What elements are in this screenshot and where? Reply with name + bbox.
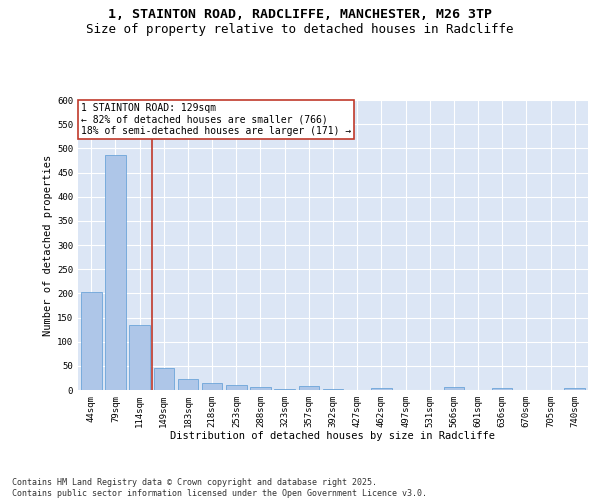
Y-axis label: Number of detached properties: Number of detached properties: [43, 154, 53, 336]
Bar: [565, 388, 585, 390]
Bar: [492, 388, 512, 390]
Bar: [105, 154, 126, 390]
Bar: [81, 292, 101, 390]
Text: Size of property relative to detached houses in Radcliffe: Size of property relative to detached ho…: [86, 22, 514, 36]
X-axis label: Distribution of detached houses by size in Radcliffe: Distribution of detached houses by size …: [170, 432, 496, 442]
Bar: [371, 388, 392, 390]
Text: 1 STAINTON ROAD: 129sqm
← 82% of detached houses are smaller (766)
18% of semi-d: 1 STAINTON ROAD: 129sqm ← 82% of detache…: [80, 103, 351, 136]
Bar: [154, 368, 174, 390]
Bar: [323, 389, 343, 390]
Bar: [130, 325, 150, 390]
Bar: [443, 386, 464, 390]
Text: Contains HM Land Registry data © Crown copyright and database right 2025.
Contai: Contains HM Land Registry data © Crown c…: [12, 478, 427, 498]
Bar: [250, 387, 271, 390]
Bar: [178, 380, 198, 390]
Bar: [226, 384, 247, 390]
Bar: [202, 383, 223, 390]
Bar: [299, 386, 319, 390]
Text: 1, STAINTON ROAD, RADCLIFFE, MANCHESTER, M26 3TP: 1, STAINTON ROAD, RADCLIFFE, MANCHESTER,…: [108, 8, 492, 20]
Bar: [274, 389, 295, 390]
